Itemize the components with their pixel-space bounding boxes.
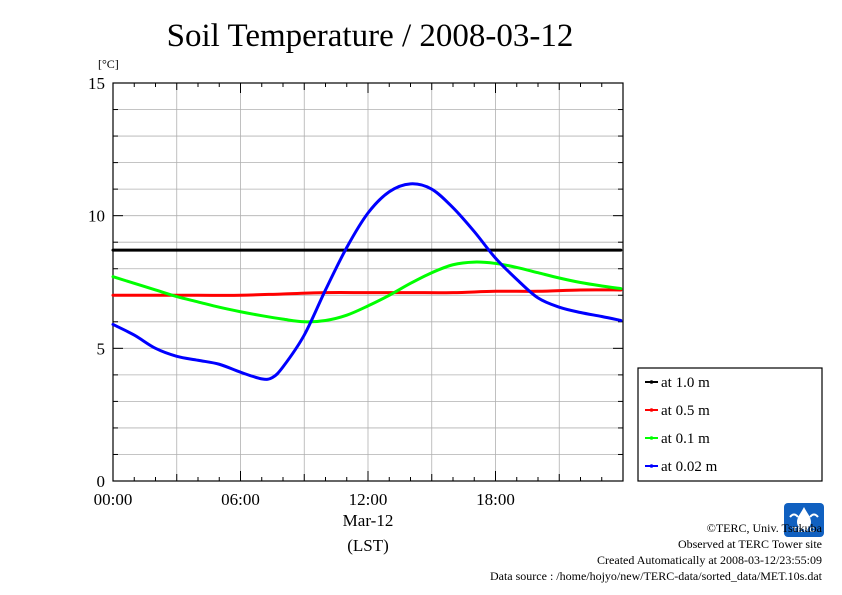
observed-text: Observed at TERC Tower site [677, 537, 822, 551]
x-tick-label: 18:00 [476, 490, 515, 509]
legend-label: at 0.5 m [661, 403, 710, 419]
legend-label: at 1.0 m [661, 375, 710, 391]
legend-label: at 0.1 m [661, 431, 710, 447]
y-axis-unit-label: [°C] [98, 57, 119, 71]
x-axis: 00:00 06:00 12:00 18:00 [94, 83, 624, 509]
terc-logo [784, 503, 824, 537]
terc-logo-icon [784, 503, 824, 537]
x-tick-label: 12:00 [349, 490, 388, 509]
grid-lines [113, 83, 623, 481]
x-tick-label: 06:00 [221, 490, 260, 509]
y-tick-label: 5 [97, 339, 106, 358]
series-group [111, 182, 623, 381]
series-line-1 [111, 288, 623, 297]
x-axis-title: (LST) [347, 536, 389, 555]
legend-box [637, 367, 823, 482]
copyright-text: ©TERC, Univ. Tsukuba [706, 521, 822, 535]
series-line-3 [111, 182, 623, 381]
legend: at 1.0 m at 0.5 m at 0.1 m at 0.02 m [637, 367, 823, 482]
legend-label: at 0.02 m [661, 459, 718, 475]
data-source-text: Data source : /home/hojyo/new/TERC-data/… [489, 569, 822, 583]
created-text: Created Automatically at 2008-03-12/23:5… [597, 553, 822, 567]
chart-title: Soil Temperature / 2008-03-12 [167, 18, 574, 54]
x-axis-date-label: Mar-12 [343, 511, 394, 530]
series-line-2 [111, 260, 623, 324]
terc-logo-text: TERC [792, 527, 816, 534]
y-tick-label: 0 [97, 472, 106, 491]
legend-marker [649, 408, 654, 412]
legend-marker [649, 436, 654, 440]
credits-block: ©TERC, Univ. Tsukuba Observed at TERC To… [490, 520, 822, 584]
legend-marker [649, 380, 654, 384]
y-tick-label: 10 [88, 207, 105, 226]
legend-marker [649, 464, 654, 468]
x-tick-label: 00:00 [94, 490, 133, 509]
y-axis: 0 5 10 15 [88, 74, 623, 491]
y-tick-label: 15 [88, 74, 105, 93]
